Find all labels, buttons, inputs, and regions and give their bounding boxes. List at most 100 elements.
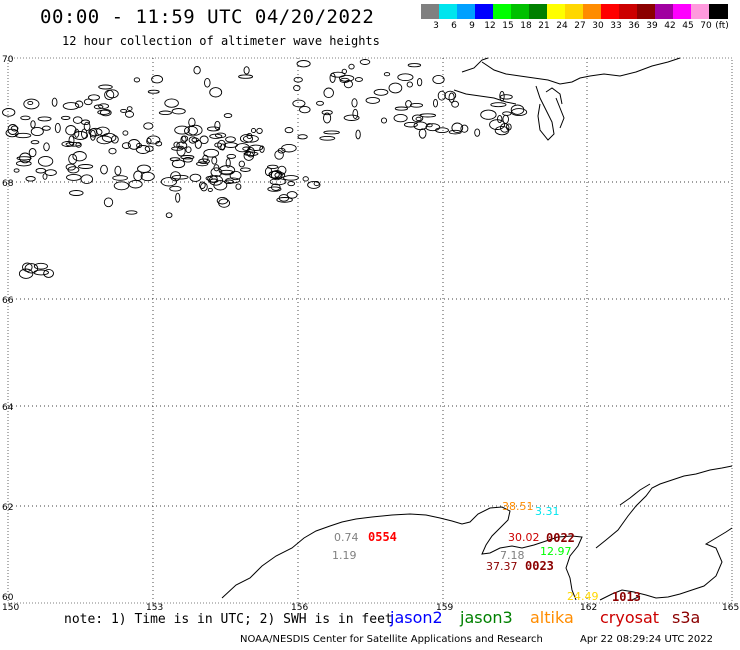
ice-contour	[460, 124, 469, 133]
ice-contour	[126, 106, 133, 111]
ice-contour	[293, 76, 303, 83]
ice-contour	[510, 108, 528, 117]
coastline-north	[453, 57, 681, 141]
ice-contour	[185, 146, 192, 154]
ice-contour	[28, 148, 37, 158]
ice-contour	[292, 99, 306, 108]
ice-contour	[341, 68, 347, 75]
ice-contour	[155, 141, 163, 147]
lat-label-66: 66	[2, 296, 14, 306]
ice-contour	[44, 169, 57, 176]
ice-contour	[7, 124, 19, 135]
ice-contour	[175, 192, 181, 203]
ice-contour	[133, 77, 141, 83]
ice-contour	[297, 134, 308, 140]
ice-contour	[388, 82, 403, 94]
ice-contour	[67, 166, 80, 174]
ice-contour	[30, 140, 40, 145]
ice-contour	[43, 142, 50, 152]
ice-contour	[188, 117, 196, 128]
ice-contour	[480, 109, 497, 120]
ice-contour	[209, 87, 223, 98]
ice-contour	[127, 139, 141, 150]
ice-contour	[124, 110, 135, 118]
ice-contour	[223, 179, 235, 185]
pass-time-label: 0022	[546, 531, 575, 545]
ice-contour	[78, 164, 94, 169]
ice-contour	[451, 122, 464, 134]
ice-contour	[128, 179, 143, 189]
legend-swatch	[709, 4, 728, 19]
ice-contour	[10, 125, 19, 132]
ice-contour	[68, 135, 75, 146]
legend-swatch	[601, 4, 620, 19]
ice-contour	[406, 81, 413, 88]
ice-contour	[147, 89, 160, 94]
legend-swatch	[475, 4, 494, 19]
ice-contour	[146, 137, 152, 145]
lat-lon-grid	[8, 58, 732, 603]
ice-contour	[180, 135, 187, 144]
coastline-south	[221, 506, 583, 601]
ice-contour	[302, 176, 309, 182]
lon-label-162: 162	[580, 603, 597, 613]
ice-contour	[103, 197, 114, 208]
legend-swatch	[493, 4, 512, 19]
ice-contour	[169, 185, 182, 192]
ice-contour	[490, 102, 507, 108]
ice-contour	[415, 116, 422, 122]
swh-value-label: 7.18	[500, 549, 525, 562]
ice-contour	[394, 106, 409, 111]
ice-contour	[72, 131, 89, 140]
ice-contour	[267, 186, 282, 192]
ice-contour	[61, 141, 75, 147]
legend-swatch	[529, 4, 548, 19]
ice-contour	[365, 96, 381, 104]
generated-timestamp: Apr 22 08:29:24 UTC 2022	[580, 634, 713, 645]
ice-contour	[214, 142, 223, 148]
ice-contour	[474, 128, 481, 137]
ice-contour	[351, 98, 358, 108]
ice-contour	[23, 98, 40, 110]
ice-contour	[323, 130, 340, 135]
satellite-jason2: jason2	[390, 608, 443, 627]
ice-contour	[276, 197, 293, 203]
ice-contour	[238, 74, 254, 79]
ice-contour	[242, 146, 251, 151]
ice-contour	[121, 142, 131, 149]
ice-contour	[151, 75, 164, 84]
ice-contour	[210, 167, 223, 178]
ice-contour	[242, 134, 259, 143]
ice-contour	[106, 89, 119, 99]
ice-contour	[286, 191, 298, 199]
ice-contour	[239, 134, 254, 144]
ice-contour	[15, 160, 32, 167]
ice-contour	[243, 66, 250, 75]
ice-contour	[100, 164, 108, 175]
legend-label: 27	[574, 21, 586, 31]
coastline-southeast	[595, 465, 733, 601]
ice-contour	[208, 175, 224, 186]
ice-contour	[69, 190, 84, 196]
legend-label: 15	[502, 21, 514, 31]
ice-contour	[18, 268, 34, 279]
ice-contour	[95, 126, 110, 136]
ice-contour	[35, 167, 47, 174]
ice-contour	[198, 181, 206, 189]
ice-contour	[158, 110, 172, 116]
ice-contour	[193, 66, 201, 75]
ice-contour	[20, 115, 31, 121]
legend-label: 45	[682, 21, 694, 31]
ice-contour	[164, 98, 179, 108]
ice-contour	[120, 108, 128, 113]
lon-label-159: 159	[436, 603, 453, 613]
ice-contour	[214, 120, 221, 130]
legend-label: 6	[451, 21, 457, 31]
ice-contour	[405, 100, 412, 108]
ice-contour	[101, 132, 117, 143]
legend-label: 36	[628, 21, 640, 31]
lon-label-165: 165	[722, 603, 739, 613]
ice-contour	[218, 198, 231, 208]
legend-label: 24	[556, 21, 568, 31]
